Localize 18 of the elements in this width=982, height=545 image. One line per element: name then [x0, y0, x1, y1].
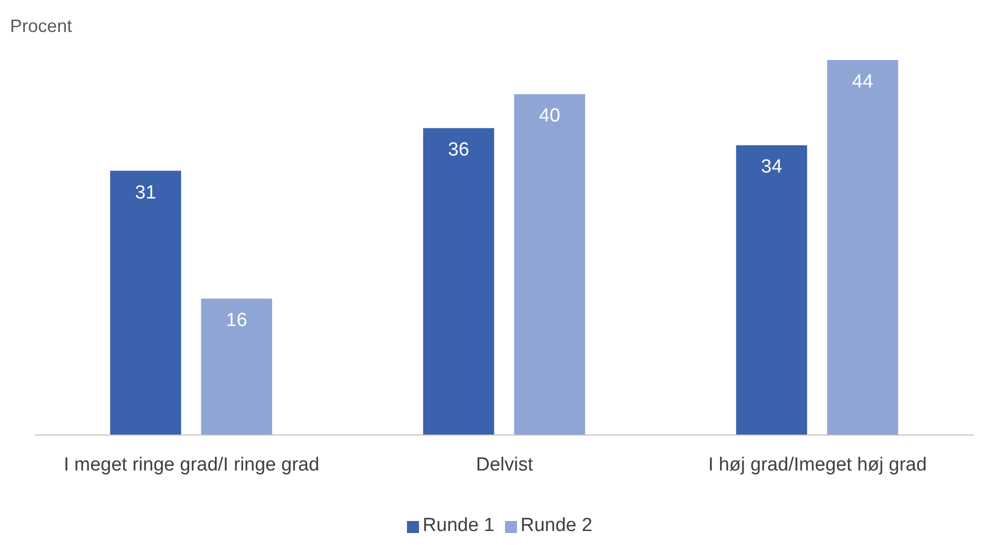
- bar: [827, 60, 898, 435]
- data-label: 36: [448, 140, 470, 161]
- y-axis-title: Procent: [10, 16, 72, 37]
- x-tick-label: I høj grad/Imeget høj grad: [708, 454, 927, 476]
- legend-label: Runde 2: [520, 515, 592, 536]
- bar: [514, 94, 586, 435]
- data-label: 16: [226, 310, 248, 332]
- data-label: 31: [135, 182, 156, 204]
- x-tick-label: I meget ringe grad/I ringe grad: [64, 454, 320, 476]
- bar: [736, 145, 808, 435]
- data-label: 40: [539, 106, 560, 127]
- data-label: 44: [852, 71, 874, 92]
- bar: [110, 170, 182, 435]
- x-tick-label: Delvist: [476, 454, 534, 476]
- bar: [201, 298, 272, 435]
- data-label: 34: [761, 156, 783, 178]
- legend-label: Runde 1: [422, 515, 494, 536]
- bar: [423, 128, 494, 435]
